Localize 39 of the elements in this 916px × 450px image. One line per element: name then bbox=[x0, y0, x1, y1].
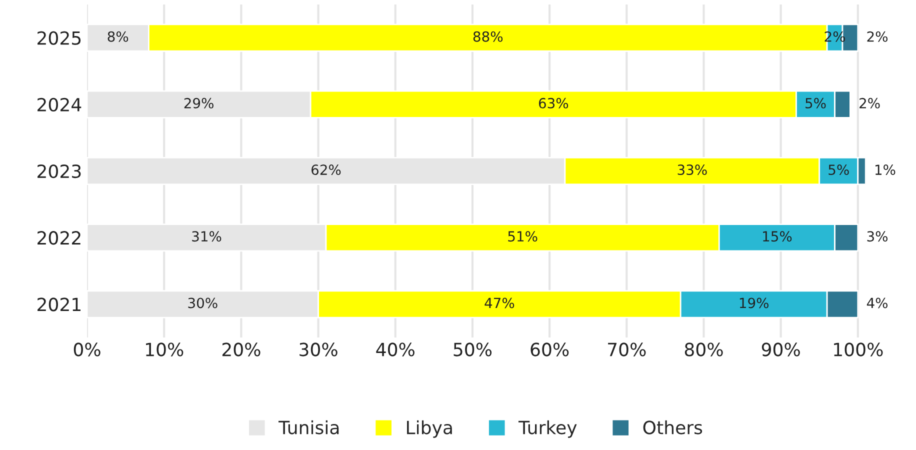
data-label: 19% bbox=[740, 298, 769, 308]
y-tick-label: 2021 bbox=[38, 298, 80, 312]
data-label: 88% bbox=[473, 31, 503, 42]
x-tick-label: 80% bbox=[684, 342, 723, 356]
data-label: 2% bbox=[867, 31, 888, 42]
data-label: 33% bbox=[678, 164, 707, 176]
legend-label: Others bbox=[643, 420, 702, 434]
data-label: 5% bbox=[806, 98, 826, 108]
y-tick-label: 2024 bbox=[38, 98, 82, 112]
data-label: 1% bbox=[875, 164, 896, 176]
data-label: 29% bbox=[184, 98, 214, 108]
data-label: 3% bbox=[867, 231, 888, 242]
data-label: 63% bbox=[538, 98, 568, 108]
data-label: 62% bbox=[312, 164, 341, 176]
x-tick-label: 0% bbox=[74, 342, 100, 356]
x-tick-label: 50% bbox=[454, 342, 492, 356]
legend-label: Libya bbox=[407, 420, 452, 438]
x-tick-label: 30% bbox=[300, 342, 338, 356]
y-tick-label: 2023 bbox=[38, 164, 81, 178]
data-label: 51% bbox=[508, 231, 538, 242]
x-tick-label: 90% bbox=[762, 342, 800, 356]
x-tick-label: 10% bbox=[146, 342, 184, 356]
y-tick-label: 2022 bbox=[38, 231, 80, 245]
data-label: 2% bbox=[860, 98, 880, 108]
data-label: 15% bbox=[763, 231, 792, 242]
legend-label: Tunisia bbox=[278, 420, 339, 434]
data-label: 5% bbox=[828, 164, 849, 176]
legend-label: Turkey bbox=[518, 420, 577, 438]
x-tick-label: 70% bbox=[608, 342, 646, 356]
x-tick-label: 40% bbox=[376, 342, 414, 356]
data-label: 47% bbox=[484, 298, 514, 308]
x-tick-label: 100% bbox=[834, 342, 883, 356]
data-label: 8% bbox=[108, 31, 128, 42]
data-label: 30% bbox=[188, 298, 218, 308]
x-tick-label: 60% bbox=[530, 342, 569, 356]
data-label: 31% bbox=[192, 231, 222, 242]
x-tick-label: 20% bbox=[222, 342, 260, 356]
data-label: 4% bbox=[866, 298, 888, 308]
y-tick-label: 2025 bbox=[38, 31, 81, 45]
